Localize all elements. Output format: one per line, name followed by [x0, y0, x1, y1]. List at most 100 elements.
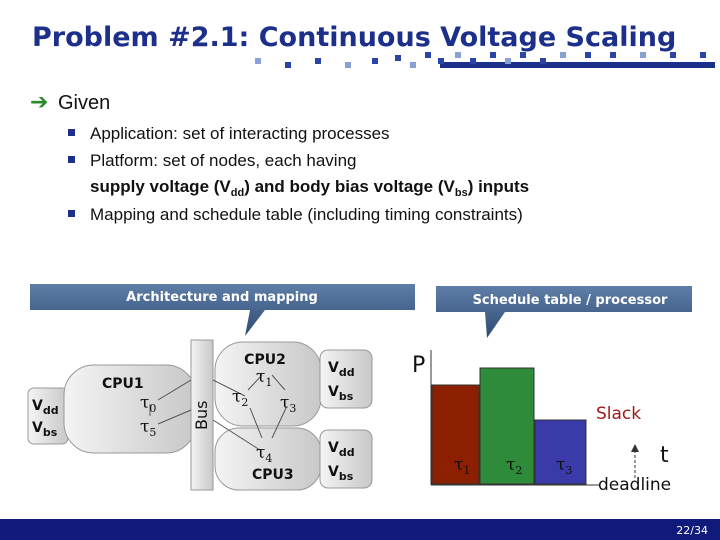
voltage-box [319, 429, 373, 489]
task-label-sub: 2 [515, 464, 522, 477]
task-label-base: τ [454, 455, 463, 475]
slack-label: Slack [596, 404, 641, 424]
time-label: t [660, 443, 669, 468]
deco-square [372, 58, 378, 64]
process-label: τ3 [280, 393, 296, 415]
voltage-label-base: V [32, 398, 43, 414]
callout: Schedule table / processor [473, 293, 668, 308]
voltage-box [319, 349, 373, 409]
voltage-label-base: V [328, 440, 339, 456]
callout: Architecture and mapping [126, 290, 318, 305]
bullet-marker [68, 129, 75, 136]
bus-label: Bus [192, 401, 211, 430]
deco-square [700, 52, 706, 58]
footer-bar [0, 519, 720, 540]
arrow-icon: ➔ [30, 90, 48, 115]
process-label-sub: 5 [149, 426, 156, 439]
bullet-segment: bs [455, 187, 468, 199]
deco-square [395, 55, 401, 61]
deco-square [540, 58, 546, 64]
task-block [479, 367, 535, 485]
deco-bar [440, 62, 715, 68]
process-label-base: τ [140, 417, 149, 437]
process-label: τ5 [140, 417, 156, 439]
task-label: τ1 [454, 455, 470, 477]
bus [190, 339, 214, 491]
process-label: τ0 [140, 393, 156, 415]
deco-square [585, 52, 591, 58]
bullet-text: Application: set of interacting processe… [90, 124, 390, 143]
task-block [534, 419, 587, 485]
bullets: Application: set of interacting processe… [68, 124, 529, 224]
task-label-base: τ [556, 455, 565, 475]
voltage-label: Vbs [328, 464, 354, 483]
deco-square [315, 58, 321, 64]
deco-square [410, 62, 416, 68]
edges [149, 374, 287, 451]
deco-square [255, 58, 261, 64]
heading: Given [58, 92, 110, 114]
deco-square [640, 52, 646, 58]
voltage-label: Vdd [328, 360, 355, 379]
bullet-marker [68, 210, 75, 217]
title-decoration [255, 52, 715, 68]
deco-square [560, 52, 566, 58]
voltage-label: Vbs [328, 384, 354, 403]
process-label: τ2 [232, 387, 248, 409]
schedule-diagram: P Slack t deadline τ1 τ2 τ3 [412, 350, 671, 495]
deadline-label: deadline [598, 475, 671, 495]
bullet-segment: dd [231, 187, 244, 199]
deco-square [455, 52, 461, 58]
process-label-base: τ [232, 387, 241, 407]
task-block [431, 384, 480, 485]
bullet-segment: ) and body bias voltage (V [244, 177, 455, 196]
process-label-base: τ [140, 393, 149, 413]
deco-square [670, 52, 676, 58]
voltage-label-base: V [328, 384, 339, 400]
process-label-sub: 1 [265, 376, 272, 389]
bullet-text: supply voltage (Vdd) and body bias volta… [90, 177, 529, 199]
callout-box [30, 284, 415, 336]
page-number: 22/34 [676, 524, 708, 537]
voltage-label-base: V [328, 464, 339, 480]
task-label: τ2 [506, 455, 522, 477]
cpu-label: CPU1 [102, 376, 144, 392]
cpu-label: CPU2 [244, 352, 286, 368]
voltage-label-sub: bs [339, 390, 354, 403]
process-label: τ4 [256, 443, 272, 465]
process-label-sub: 2 [241, 396, 248, 409]
voltage-label: Vbs [32, 420, 58, 439]
bullet-segment: ) inputs [468, 177, 529, 196]
voltage-label-sub: dd [43, 404, 59, 417]
deco-square [438, 58, 444, 64]
deco-square [285, 62, 291, 68]
deco-square [345, 62, 351, 68]
task-label-sub: 3 [565, 464, 572, 477]
bullet-marker [68, 156, 75, 163]
task-label-sub: 1 [463, 464, 470, 477]
deco-square [520, 52, 526, 58]
callout-box [436, 286, 692, 338]
bullet-text: Mapping and schedule table (including ti… [90, 205, 523, 224]
process-label-sub: 4 [265, 452, 272, 465]
voltage-label-sub: dd [339, 446, 355, 459]
deco-square [505, 58, 511, 64]
bullet-segment: supply voltage (V [90, 177, 231, 196]
voltage-label: Vdd [328, 440, 355, 459]
voltage-label-sub: bs [43, 426, 58, 439]
voltage-label-sub: bs [339, 470, 354, 483]
cpu-label: CPU3 [252, 467, 294, 483]
task-label-base: τ [506, 455, 515, 475]
process-label: τ1 [256, 367, 272, 389]
axis-label: P [412, 353, 425, 378]
deco-square [490, 52, 496, 58]
process-label-base: τ [256, 443, 265, 463]
process-label-base: τ [256, 367, 265, 387]
process-label-sub: 0 [149, 402, 156, 415]
slide-title: Problem #2.1: Continuous Voltage Scaling [32, 22, 676, 53]
deco-square [470, 58, 476, 64]
voltage-label: Vdd [32, 398, 59, 417]
process-label-sub: 3 [289, 402, 296, 415]
bullet-text: Platform: set of nodes, each having [90, 151, 357, 170]
